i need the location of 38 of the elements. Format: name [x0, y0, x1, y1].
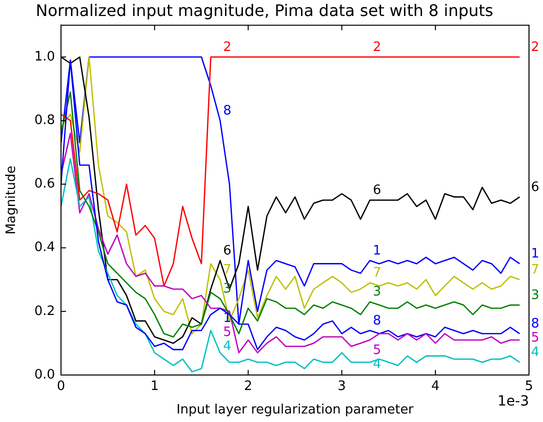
y-tick-label: 0.0 — [34, 367, 55, 382]
y-tick-label: 0.6 — [34, 176, 55, 192]
text: 7 — [223, 262, 232, 278]
text: 6 — [531, 180, 540, 195]
x-tick-label: 3 — [338, 379, 346, 394]
series-label: 7 — [372, 266, 382, 281]
text: 5 — [372, 342, 382, 358]
text: 8 — [223, 103, 232, 118]
series-label: 5 — [223, 325, 232, 340]
text: 6 — [223, 243, 232, 258]
series-label: 4 — [223, 339, 232, 354]
y-tick-label: 0.4 — [34, 240, 55, 256]
x-tick-label: 1 — [150, 379, 159, 394]
y-tick-label: 0.8 — [34, 112, 55, 128]
series-label: 8 — [372, 313, 382, 328]
text: 5 — [531, 330, 540, 346]
chart-title: Normalized input magnitude, Pima data set with 8 inputs — [36, 0, 494, 20]
x-tick-label: 5 — [524, 379, 534, 394]
x-tick-label: 4 — [431, 379, 440, 394]
text: 1 — [372, 243, 382, 258]
text: 8 — [531, 316, 540, 332]
y-tick-label: 1.0 — [34, 49, 55, 64]
text: 2 — [372, 40, 382, 55]
x-axis-title: Input layer regularization parameter — [176, 402, 414, 418]
x-tick-label: 2 — [244, 379, 252, 394]
text: 3 — [223, 282, 232, 297]
text: 1e-3 — [498, 394, 529, 410]
text: 1 — [531, 246, 540, 262]
series-label: 6 — [372, 182, 382, 198]
y-axis-title: Magnitude — [4, 166, 20, 235]
text: 2 — [531, 40, 540, 55]
text: 4 — [531, 345, 540, 360]
text: 7 — [531, 262, 540, 278]
y-tick-label: 0.2 — [34, 304, 55, 319]
x-tick-label: 0 — [56, 379, 66, 394]
series-label: 2 — [223, 40, 232, 55]
text: 3 — [531, 288, 540, 303]
series-label: 3 — [372, 284, 382, 300]
